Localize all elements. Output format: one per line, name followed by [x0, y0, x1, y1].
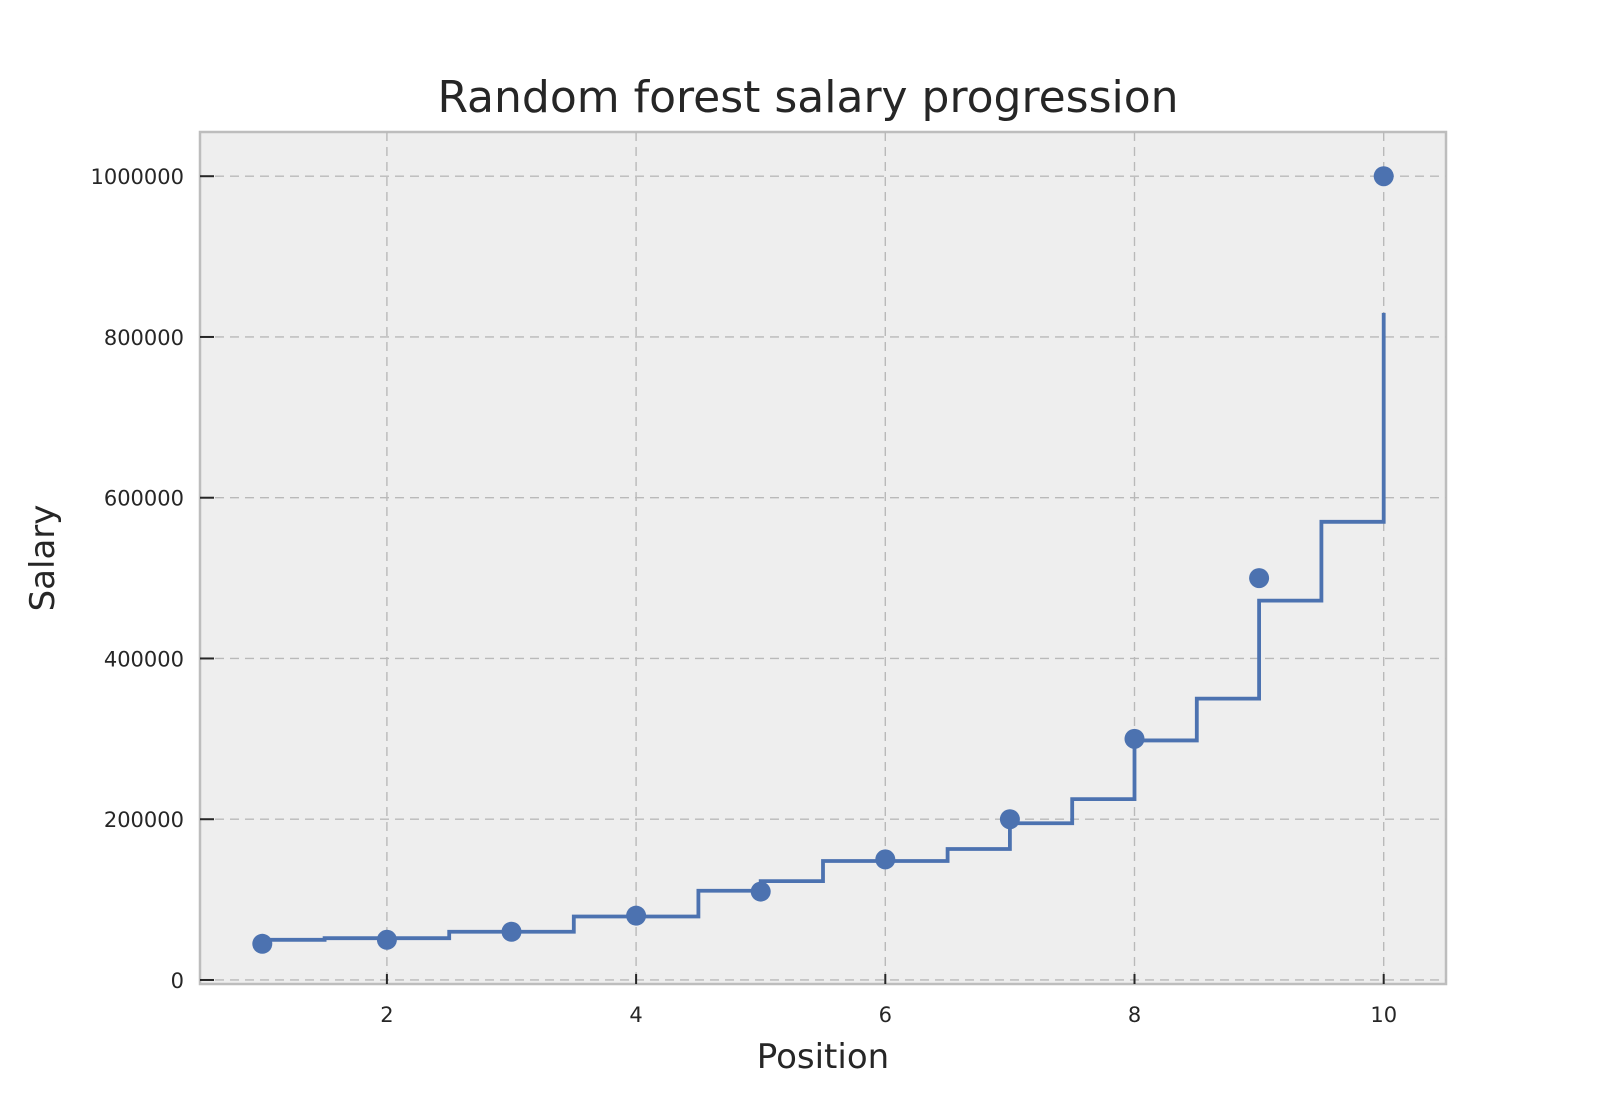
data-point — [376, 929, 397, 950]
plot-area — [198, 130, 1448, 986]
axis-ticks: 2 4 6 8 10 0 200000 400000 600000 800000 1000000 — [90, 165, 1397, 1027]
y-axis-label: Salary — [23, 505, 63, 612]
data-point — [252, 933, 273, 954]
x-axis-label: Position — [757, 1037, 889, 1077]
x-tick-label: 4 — [629, 1003, 642, 1027]
y-tick-label: 400000 — [104, 647, 184, 671]
data-point — [1373, 166, 1394, 187]
data-point — [501, 921, 522, 942]
y-tick-label: 200000 — [104, 808, 184, 832]
series — [252, 166, 1394, 954]
y-tick-label: 600000 — [104, 487, 184, 511]
data-point — [750, 881, 771, 902]
data-point — [626, 905, 647, 926]
step-line — [262, 312, 1386, 942]
y-tick-label: 0 — [171, 969, 184, 993]
grid — [200, 132, 1446, 984]
x-tick-label: 8 — [1128, 1003, 1141, 1027]
x-tick-label: 6 — [879, 1003, 892, 1027]
x-tick-label: 2 — [380, 1003, 393, 1027]
chart-title: Random forest salary progression — [437, 72, 1178, 123]
data-point — [875, 849, 896, 870]
data-point — [1249, 568, 1270, 589]
data-point — [999, 809, 1020, 830]
y-tick-label: 800000 — [104, 326, 184, 350]
y-tick-label: 1000000 — [90, 165, 184, 189]
data-point — [1124, 728, 1145, 749]
x-tick-label: 10 — [1370, 1003, 1397, 1027]
